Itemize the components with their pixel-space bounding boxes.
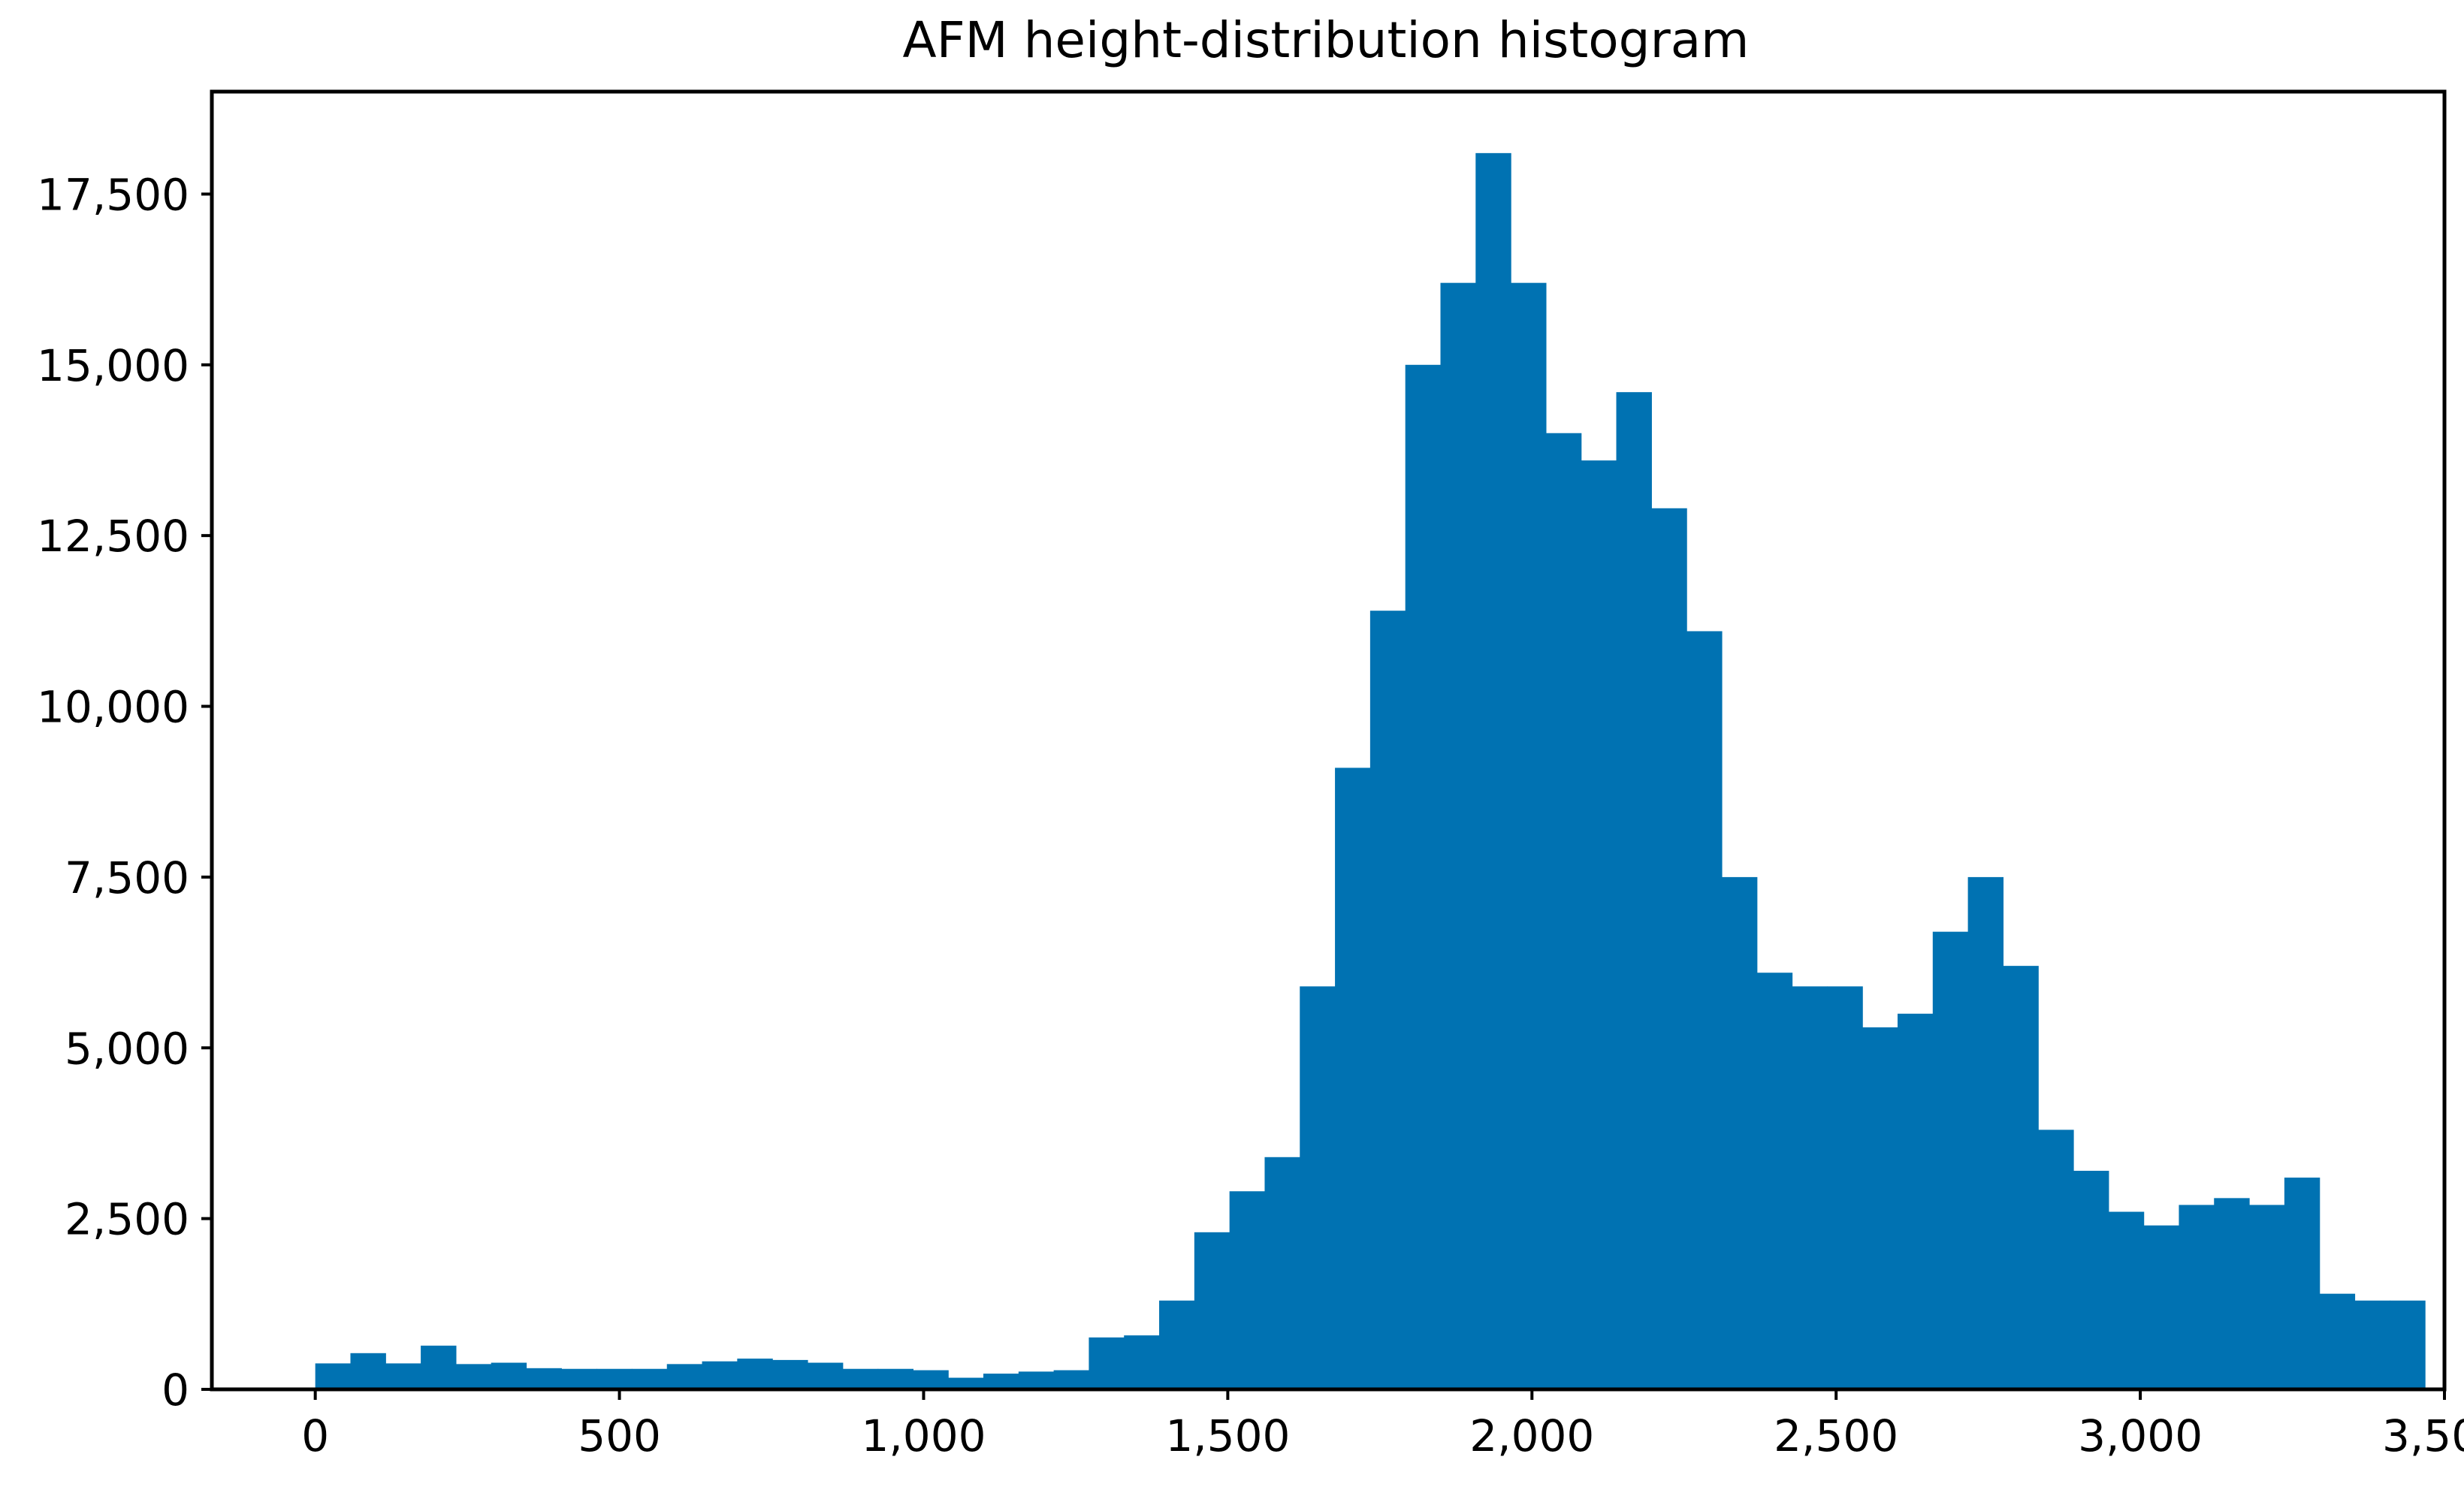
histogram-bar <box>1194 1232 1230 1389</box>
histogram-bar <box>1686 631 1723 1389</box>
y-tick-label: 7,500 <box>65 852 189 903</box>
histogram-bar <box>2143 1225 2180 1389</box>
x-tick-label: 1,500 <box>1165 1410 1290 1461</box>
histogram-bar <box>2319 1293 2356 1389</box>
histogram-bar <box>2249 1205 2285 1389</box>
histogram-bar <box>2284 1178 2321 1389</box>
histogram-bar <box>1756 973 1793 1389</box>
y-tick-label: 0 <box>162 1365 189 1416</box>
histogram-bar <box>877 1368 913 1389</box>
histogram-bar <box>2108 1211 2145 1389</box>
y-tick-label: 2,500 <box>65 1194 189 1245</box>
histogram-bar <box>2390 1300 2426 1389</box>
x-axis-ticks: 0 500 1,000 1,500 2,000 2,500 3,000 3,500 <box>301 1389 2464 1461</box>
histogram-bar <box>1440 282 1476 1389</box>
histogram-bar <box>421 1345 457 1389</box>
histogram-bar <box>1405 364 1442 1389</box>
histogram-bar <box>1053 1370 1090 1389</box>
histogram-bar <box>526 1368 562 1389</box>
x-tick-label: 3,500 <box>2382 1410 2464 1461</box>
histogram-bar <box>702 1361 738 1389</box>
histogram-bar <box>2073 1170 2109 1389</box>
histogram-bar <box>1616 392 1652 1390</box>
histogram-bar <box>1897 1013 1934 1389</box>
histogram-bar <box>1651 508 1687 1389</box>
x-tick-label: 0 <box>301 1410 329 1461</box>
histogram-bar <box>1967 876 2004 1389</box>
histogram-bar <box>561 1368 597 1389</box>
y-tick-label: 5,000 <box>65 1023 189 1074</box>
histogram-bar <box>1932 931 1969 1389</box>
histogram-bar <box>666 1364 703 1389</box>
histogram-bar <box>2038 1130 2074 1389</box>
histogram-bar <box>807 1362 844 1389</box>
histogram-bar <box>948 1377 984 1389</box>
histogram-bar <box>2179 1205 2215 1389</box>
histogram-bar <box>737 1359 773 1389</box>
histogram-bar <box>1369 611 1406 1390</box>
histogram-bar <box>1335 768 1371 1389</box>
histogram-bar <box>1089 1337 1125 1389</box>
histogram-bar <box>1264 1157 1300 1389</box>
histogram-bar <box>2003 966 2039 1389</box>
histogram-bar <box>631 1368 668 1389</box>
histogram-bar <box>2214 1198 2250 1389</box>
x-tick-label: 2,500 <box>1774 1410 1898 1461</box>
histogram-bar <box>315 1363 352 1389</box>
histogram-bar <box>350 1353 386 1389</box>
x-tick-label: 500 <box>578 1410 661 1461</box>
histogram-bar <box>1827 986 1863 1389</box>
histogram-bar <box>1229 1191 1266 1389</box>
histogram-bar <box>1124 1335 1160 1389</box>
chart-title: AFM height-distribution histogram <box>903 11 1750 69</box>
histogram-bars <box>315 152 2426 1390</box>
histogram-bar <box>1792 986 1828 1389</box>
histogram-bar <box>491 1362 527 1389</box>
y-tick-label: 15,000 <box>37 340 189 391</box>
x-tick-label: 3,000 <box>2078 1410 2203 1461</box>
histogram-bar <box>772 1359 808 1389</box>
histogram-bar <box>1018 1371 1055 1389</box>
y-tick-label: 12,500 <box>37 511 189 562</box>
histogram-bar <box>1545 433 1582 1389</box>
histogram-bar <box>2354 1300 2390 1389</box>
x-tick-label: 1,000 <box>861 1410 986 1461</box>
y-axis-ticks: 0 2,500 5,000 7,500 10,000 12,500 15,000 17,500 <box>37 169 212 1416</box>
histogram-bar <box>1159 1300 1195 1389</box>
y-tick-label: 10,000 <box>37 682 189 733</box>
histogram-bar <box>842 1368 879 1389</box>
histogram-bar <box>385 1363 421 1389</box>
histogram-bar <box>596 1368 633 1389</box>
histogram-bar <box>1862 1027 1898 1389</box>
histogram-bar <box>1300 986 1336 1389</box>
histogram-bar <box>455 1364 492 1389</box>
plot-frame <box>210 89 2447 1392</box>
y-tick-label: 17,500 <box>37 169 189 220</box>
x-tick-label: 2,000 <box>1469 1410 1594 1461</box>
histogram-bar <box>1721 876 1758 1389</box>
histogram-bar <box>1581 460 1617 1389</box>
histogram-bar <box>1511 282 1547 1389</box>
histogram-bar <box>983 1374 1019 1389</box>
histogram-bar <box>1475 152 1511 1390</box>
histogram-bar <box>913 1370 949 1389</box>
